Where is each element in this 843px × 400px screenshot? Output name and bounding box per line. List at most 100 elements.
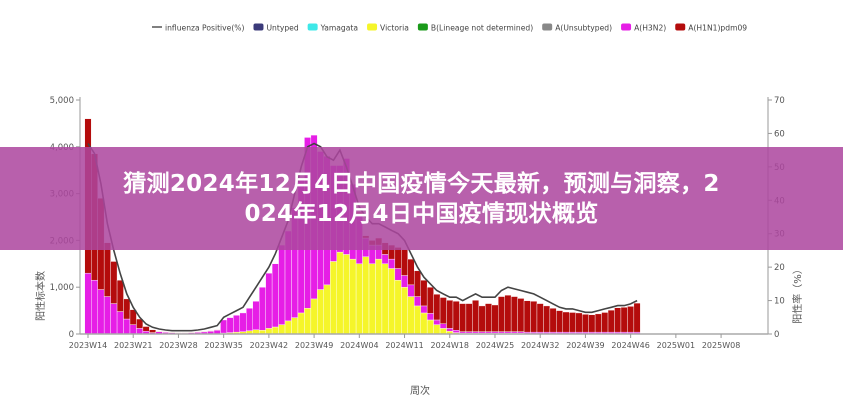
bar-victoria [420, 312, 428, 335]
legend-label: A(H1N1)pdm09 [688, 24, 747, 33]
bar-a-h3n2- [220, 319, 228, 334]
bar-victoria [375, 258, 383, 335]
bar-victoria [362, 256, 370, 335]
bar-victoria [310, 298, 318, 335]
bar-victoria [414, 305, 421, 335]
bar-a-h3n2- [407, 284, 415, 297]
bar-a-h3n2- [426, 313, 434, 321]
legend-swatch-icon [367, 23, 378, 31]
bar-a-h1n1-pdm09 [498, 296, 505, 332]
y2-tick-label: 10 [774, 297, 785, 307]
x-tick-label: 2024W39 [566, 341, 604, 350]
bar-a-h1n1-pdm09 [536, 303, 544, 333]
title-line-1: 猜测2024年12月4日中国疫情今天最新，预测与洞察，2 [123, 170, 720, 197]
x-tick-label: 2025W08 [702, 341, 740, 350]
bar-a-h1n1-pdm09 [510, 296, 518, 332]
bar-a-h1n1-pdm09 [620, 307, 628, 333]
bar-a-h1n1-pdm09 [103, 242, 111, 297]
bar-victoria [381, 263, 389, 335]
x-axis-title: 周次 [410, 384, 430, 397]
bar-a-h1n1-pdm09 [420, 279, 428, 307]
x-tick-label: 2023W21 [114, 341, 152, 350]
bar-a-h1n1-pdm09 [530, 301, 538, 333]
bar-a-h1n1-pdm09 [556, 310, 564, 333]
bar-a-h3n2- [510, 331, 518, 334]
bar-a-h1n1-pdm09 [394, 247, 402, 269]
legend-swatch-icon [253, 23, 264, 31]
x-tick-label: 2024W18 [431, 341, 469, 350]
bar-a-h3n2- [491, 331, 499, 334]
bar-a-h3n2- [472, 331, 480, 334]
bar-victoria [265, 328, 273, 335]
bar-a-h3n2- [439, 323, 447, 329]
bar-a-h3n2- [252, 301, 260, 330]
title-line-2: 024年12月4日中国疫情现状概览 [244, 200, 599, 227]
legend-swatch-icon [542, 23, 553, 31]
bar-a-h3n2- [123, 318, 131, 335]
legend-label: A(H3N2) [634, 24, 666, 33]
bar-a-h1n1-pdm09 [523, 300, 531, 333]
bar-a-h1n1-pdm09 [543, 305, 551, 333]
bar-a-h1n1-pdm09 [504, 294, 512, 332]
x-tick-label: 2024W32 [521, 341, 559, 350]
bar-a-h1n1-pdm09 [129, 309, 137, 325]
bar-a-h3n2- [103, 296, 111, 335]
bar-a-h1n1-pdm09 [478, 305, 486, 332]
y2-tick-label: 0 [774, 330, 779, 340]
bar-a-h1n1-pdm09 [627, 306, 635, 333]
bar-victoria [388, 268, 396, 335]
bar-victoria [291, 317, 299, 335]
bar-a-h3n2- [84, 272, 92, 335]
bar-a-h3n2- [258, 287, 266, 331]
bar-a-h3n2- [129, 324, 137, 335]
bar-a-h3n2- [433, 319, 441, 325]
bar-a-h3n2- [485, 331, 492, 334]
bar-victoria [433, 324, 441, 335]
bar-a-h1n1-pdm09 [426, 287, 434, 314]
legend-swatch-icon [307, 23, 318, 31]
y2-tick-label: 70 [774, 96, 785, 106]
bar-a-h3n2- [278, 244, 286, 325]
x-tick-label: 2023W14 [69, 341, 107, 350]
y-tick-label: 0 [69, 330, 74, 340]
bar-a-h1n1-pdm09 [562, 311, 570, 333]
bar-a-h1n1-pdm09 [581, 314, 589, 333]
bar-a-h3n2- [226, 317, 234, 333]
bar-a-h1n1-pdm09 [588, 314, 596, 333]
bar-a-h1n1-pdm09 [414, 270, 421, 297]
bar-victoria [284, 320, 292, 335]
bar-a-h3n2- [478, 331, 486, 334]
bar-a-h3n2- [136, 328, 144, 335]
bar-a-h3n2- [271, 263, 279, 328]
bar-a-h3n2- [381, 254, 389, 265]
bar-a-h1n1-pdm09 [472, 300, 480, 332]
bar-a-h1n1-pdm09 [614, 307, 622, 333]
bar-victoria [323, 284, 331, 335]
bar-a-h1n1-pdm09 [439, 297, 447, 324]
x-tick-label: 2023W49 [295, 341, 333, 350]
bar-victoria [317, 289, 324, 335]
bar-a-h1n1-pdm09 [485, 303, 492, 332]
bar-a-h3n2- [388, 258, 396, 269]
legend-label: Victoria [380, 24, 409, 33]
bar-a-h1n1-pdm09 [569, 312, 576, 333]
y-axis-title: 阳性标本数 [34, 271, 47, 321]
bar-a-h1n1-pdm09 [116, 279, 124, 312]
y2-tick-label: 20 [774, 263, 785, 273]
bar-a-h3n2- [465, 331, 473, 334]
bar-a-h1n1-pdm09 [110, 261, 118, 304]
bar-a-h1n1-pdm09 [149, 329, 157, 333]
bar-victoria [349, 258, 357, 335]
bar-victoria [368, 263, 376, 335]
bar-a-h1n1-pdm09 [465, 303, 473, 332]
x-tick-label: 2023W35 [204, 341, 242, 350]
bar-victoria [426, 319, 434, 335]
legend-label: influenza Positive(%) [165, 24, 245, 33]
legend-label: B(Lineage not determined) [431, 24, 533, 33]
bar-a-h3n2- [110, 303, 118, 335]
y-tick-label: 5,000 [50, 96, 74, 106]
bar-a-h1n1-pdm09 [491, 304, 499, 332]
bar-victoria [330, 261, 337, 335]
legend-swatch-icon [621, 23, 632, 31]
bar-victoria [407, 296, 415, 335]
